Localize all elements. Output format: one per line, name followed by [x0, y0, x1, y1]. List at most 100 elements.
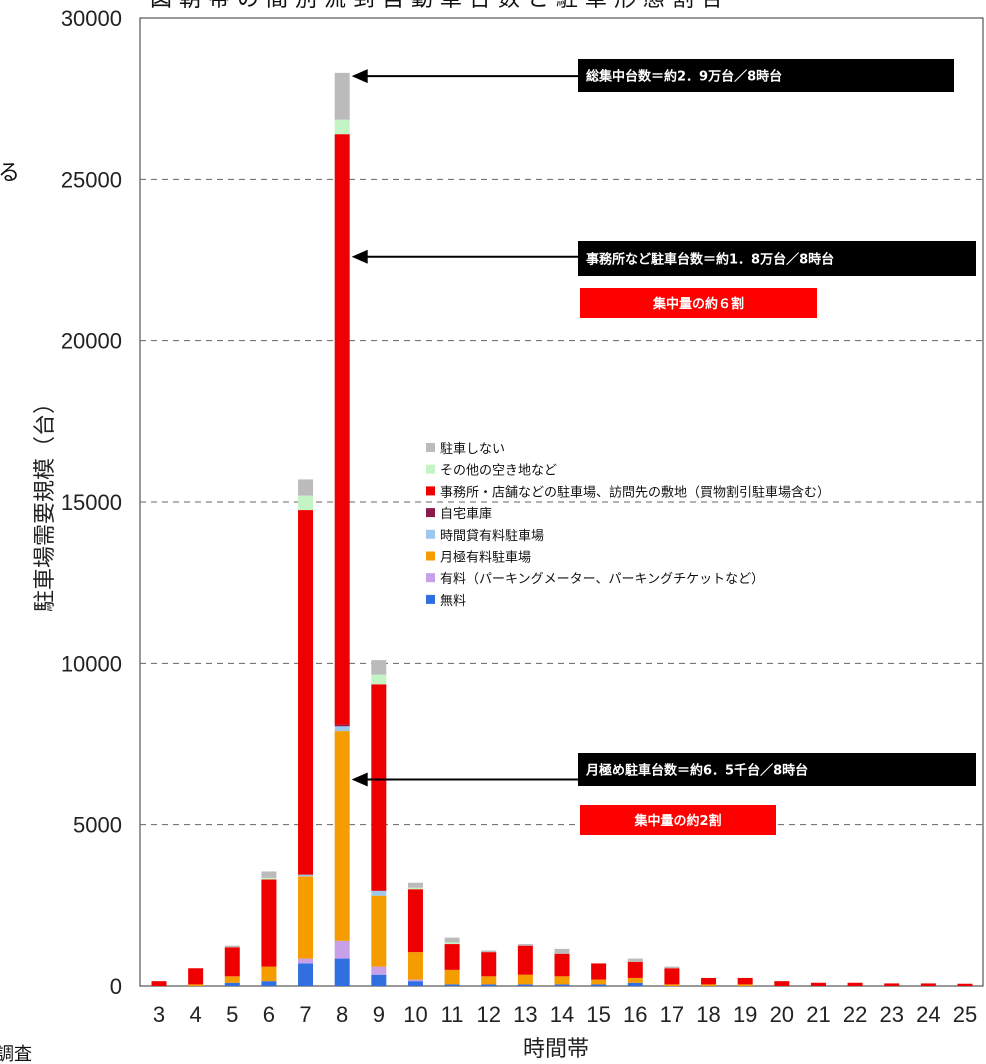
x-tick-label-15: 15: [586, 1002, 610, 1027]
left-edge-text: る: [0, 161, 20, 186]
x-axis-ticks: 3 4 5 6 7 8 9 10 11 12 13 14 15 16 17 18 19 20 21 22 23 24 25: [153, 1002, 977, 1027]
bar-segment-4-series-5: [188, 968, 204, 985]
bar-segment-23-series-5: [884, 983, 900, 986]
legend-label-2: 事務所・店舗などの駐車場、訪問先の敷地（買物割引駐車場含む）: [440, 484, 830, 500]
bar-segment-14-series-2: [554, 976, 570, 985]
y-tick-label-30000: 30000: [61, 6, 122, 31]
bar-segment-14-series-7: [554, 948, 570, 954]
x-tick-label-4: 4: [190, 1002, 202, 1027]
bars: [151, 72, 973, 986]
bar-segment-9-series-2: [371, 895, 387, 967]
legend-swatch-2: [426, 486, 435, 496]
x-tick-label-18: 18: [696, 1002, 720, 1027]
bar-segment-9-series-0: [371, 974, 387, 986]
legend-label-4: 時間貸有料駐車場: [440, 528, 544, 544]
chart-title-cropped: 図 朝 帯 の 間 別 流 到 自 動 車 台 数 と 駐 車 形 態 割 合: [150, 0, 723, 12]
bar-segment-12-series-7: [481, 950, 497, 953]
bar-segment-10-series-1: [407, 979, 423, 982]
legend-label-1: その他の空き地など: [440, 464, 557, 479]
callout-arrowhead-total: [351, 69, 368, 84]
bar-segment-16-series-5: [627, 961, 643, 978]
callout-text-monthly: 月極め駐車台数＝約6．5千台／8時台: [585, 763, 808, 779]
bar-segment-5-series-2: [224, 976, 240, 983]
bar-segment-6-series-6: [261, 877, 277, 880]
bar-segment-10-series-7: [407, 882, 423, 888]
bar-segment-20-series-5: [774, 981, 790, 986]
legend: 駐車しないその他の空き地など事務所・店舗などの駐車場、訪問先の敷地（買物割引駐車…: [426, 442, 830, 609]
x-tick-label-3: 3: [153, 1002, 165, 1027]
legend-swatch-0: [426, 443, 435, 452]
bar-segment-8-series-6: [334, 119, 350, 135]
legend-swatch-1: [426, 464, 435, 474]
bar-segment-17-series-5: [664, 968, 680, 985]
x-tick-label-11: 11: [441, 1002, 464, 1027]
callout-badge-text-office: 集中量の約６割: [652, 296, 744, 312]
bar-segment-10-series-2: [407, 952, 423, 980]
bar-segment-15-series-5: [591, 963, 607, 980]
bar-segment-13-series-7: [517, 944, 533, 946]
callout-badge-office: [580, 288, 817, 318]
bar-segment-10-series-0: [407, 981, 423, 986]
y-axis-ticks: 0 5000 10000 15000 20000 25000 30000: [61, 6, 122, 999]
callouts: 総集中台数＝約2．9万台／8時台事務所など駐車台数＝約1．8万台／8時台集中量の…: [351, 59, 976, 835]
x-tick-label-10: 10: [403, 1002, 427, 1027]
x-tick-label-19: 19: [733, 1002, 757, 1027]
bar-segment-25-series-5: [957, 983, 973, 986]
bar-segment-3-series-5: [151, 981, 167, 986]
bar-segment-24-series-5: [920, 983, 936, 986]
bar-segment-6-series-7: [261, 871, 277, 878]
bar-segment-8-series-4: [334, 724, 350, 727]
x-tick-label-12: 12: [476, 1002, 500, 1027]
callout-box-total: [578, 59, 954, 92]
bar-segment-15-series-0: [591, 984, 607, 986]
bar-segment-21-series-5: [810, 982, 826, 986]
legend-label-0: 駐車しない: [440, 442, 505, 457]
bar-segment-12-series-2: [481, 976, 497, 985]
bar-segment-16-series-7: [627, 958, 643, 962]
bar-segment-12-series-0: [481, 984, 497, 986]
bar-segment-8-series-0: [334, 958, 350, 986]
bar-segment-9-series-6: [371, 674, 387, 685]
bar-segment-13-series-0: [517, 984, 533, 986]
x-tick-label-22: 22: [843, 1002, 867, 1027]
bar-segment-22-series-5: [847, 982, 863, 986]
legend-swatch-7: [426, 594, 435, 604]
y-tick-label-5000: 5000: [73, 813, 122, 838]
bar-segment-5-series-0: [224, 982, 240, 986]
bar-segment-19-series-5: [737, 977, 753, 985]
callout-badge-monthly: [580, 805, 776, 835]
bar-segment-11-series-6: [444, 942, 460, 945]
legend-swatch-4: [426, 529, 435, 539]
y-tick-label-20000: 20000: [61, 329, 122, 354]
legend-label-3: 自宅車庫: [440, 507, 492, 522]
bar-segment-10-series-6: [407, 887, 423, 890]
legend-label-6: 有料（パーキングメーター、パーキングチケットなど）: [440, 572, 764, 587]
bar-segment-17-series-2: [664, 984, 680, 986]
callout-text-total: 総集中台数＝約2．9万台／8時台: [586, 69, 782, 85]
bar-segment-14-series-5: [554, 953, 570, 977]
x-tick-label-20: 20: [770, 1002, 794, 1027]
bar-segment-11-series-0: [444, 984, 460, 986]
x-tick-label-5: 5: [226, 1002, 238, 1027]
bar-segment-8-series-3: [334, 726, 350, 732]
bar-segment-8-series-7: [334, 72, 350, 120]
bar-segment-9-series-7: [371, 660, 387, 675]
callout-arrowhead-office: [351, 249, 368, 264]
legend-label-7: 無料: [440, 594, 466, 609]
bar-segment-7-series-5: [298, 510, 314, 875]
x-tick-label-14: 14: [550, 1002, 574, 1027]
bar-segment-6-series-2: [261, 966, 277, 982]
bar-segment-9-series-3: [371, 890, 387, 896]
callout-text-office: 事務所など駐車台数＝約1．8万台／8時台: [586, 252, 834, 268]
bar-segment-8-series-5: [334, 134, 350, 725]
bar-segment-12-series-5: [481, 952, 497, 977]
bar-segment-11-series-5: [444, 944, 460, 970]
callout-box-monthly: [578, 753, 976, 786]
legend-swatch-3: [426, 508, 435, 518]
x-tick-label-17: 17: [660, 1002, 684, 1027]
bar-segment-15-series-2: [591, 979, 607, 985]
bar-segment-6-series-0: [261, 981, 277, 986]
x-tick-label-21: 21: [806, 1002, 830, 1027]
legend-swatch-5: [426, 551, 435, 561]
